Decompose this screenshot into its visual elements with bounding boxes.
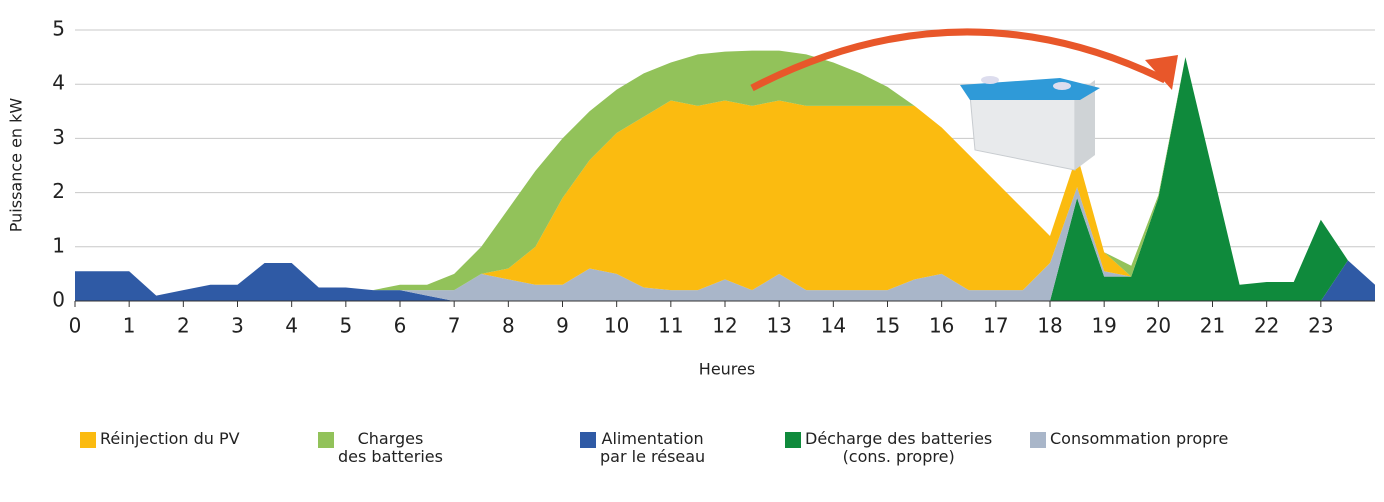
x-tick-label: 5 [339,314,352,338]
legend-swatch [1030,432,1046,448]
legend-swatch [785,432,801,448]
x-tick-label: 8 [502,314,515,338]
x-tick-label: 22 [1254,314,1279,338]
terminal [981,76,999,84]
legend-item: Consommation propre [1030,430,1228,448]
terminal [1053,82,1071,90]
y-tick-label: 1 [52,233,65,257]
x-tick-label: 9 [556,314,569,338]
x-tick-label: 15 [875,314,900,338]
x-tick-label: 3 [231,314,244,338]
legend-label: Alimentation par le réseau [600,430,705,466]
y-tick-label: 2 [52,179,65,203]
battery-lid [960,78,1100,100]
x-tick-label: 6 [394,314,407,338]
y-tick-label: 3 [52,125,65,149]
legend-label: Décharge des batteries (cons. propre) [805,430,992,466]
x-tick-label: 7 [448,314,461,338]
x-tick-label: 17 [983,314,1008,338]
y-tick-label: 4 [52,71,65,95]
x-tick-label: 13 [766,314,791,338]
x-tick-label: 2 [177,314,190,338]
x-tick-label: 19 [1091,314,1116,338]
legend-label: Réinjection du PV [100,430,240,448]
x-tick-label: 21 [1200,314,1225,338]
x-axis-label: Heures [699,360,755,379]
legend-label: Charges des batteries [338,430,443,466]
page: {"chart_data": {"type": "stacked-area", … [0,0,1384,502]
y-tick-label: 0 [52,288,65,312]
legend-item: Réinjection du PV [80,430,240,448]
x-tick-label: 12 [712,314,737,338]
legend-swatch [580,432,596,448]
x-tick-label: 0 [69,314,82,338]
x-tick-label: 18 [1037,314,1062,338]
x-tick-label: 1 [123,314,136,338]
x-tick-label: 14 [821,314,846,338]
x-tick-label: 10 [604,314,629,338]
x-tick-label: 4 [285,314,298,338]
x-tick-label: 11 [658,314,683,338]
legend-item: Charges des batteries [318,430,443,466]
legend-swatch [318,432,334,448]
x-tick-label: 20 [1146,314,1171,338]
legend-item: Décharge des batteries (cons. propre) [785,430,992,466]
x-tick-label: 23 [1308,314,1333,338]
legend-label: Consommation propre [1050,430,1228,448]
y-tick-label: 5 [52,17,65,41]
battery-body [970,95,1075,170]
legend-swatch [80,432,96,448]
legend: Réinjection du PV Charges des batteries Al… [0,430,1384,500]
x-tick-label: 16 [929,314,954,338]
y-axis-label: Puissance en kW [7,98,26,233]
legend-item: Alimentation par le réseau [580,430,705,466]
